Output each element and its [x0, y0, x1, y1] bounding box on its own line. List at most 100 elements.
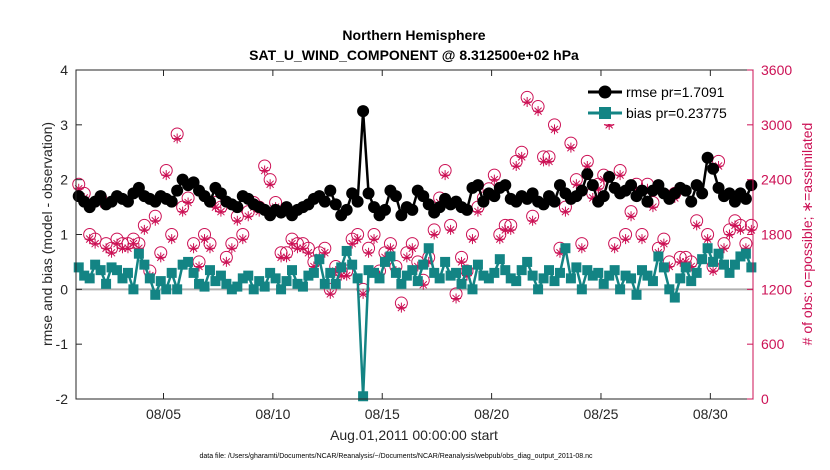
obs-assimilated-point — [204, 243, 215, 254]
obs-assimilated-point — [172, 133, 183, 144]
bias-point — [702, 243, 713, 254]
obs-assimilated-point — [412, 261, 423, 272]
obs-assimilated-point — [308, 261, 319, 272]
obs-assimilated-point — [587, 192, 598, 203]
obs-assimilated-point — [199, 234, 210, 245]
bias-point — [724, 267, 735, 278]
bias-point — [691, 267, 702, 278]
obs-assimilated-point — [292, 243, 303, 254]
obs-assimilated-point — [533, 106, 544, 117]
x-tick-label: 08/25 — [583, 406, 618, 422]
y-tick-label: -1 — [56, 336, 69, 352]
bias-point — [440, 256, 451, 267]
x-axis-label: Aug.01,2011 00:00:00 start — [330, 427, 498, 443]
obs-assimilated-point — [401, 252, 412, 263]
obs-assimilated-point — [511, 160, 522, 171]
chart-subtitle: SAT_U_WIND_COMPONENT @ 8.312500e+02 hPa — [249, 47, 579, 63]
rmse-point — [460, 203, 473, 216]
obs-assimilated-point — [582, 160, 593, 171]
rmse-point — [641, 195, 654, 208]
bias-point — [746, 262, 757, 273]
obs-assimilated-point — [166, 234, 177, 245]
x-tick-label: 08/10 — [255, 406, 290, 422]
y-tick-label: -2 — [56, 391, 69, 407]
bias-point — [199, 281, 210, 292]
y2-tick-label: 1200 — [761, 281, 792, 297]
bias-point — [210, 276, 221, 287]
bias-point — [254, 276, 265, 287]
bias-point — [188, 267, 199, 278]
bias-point — [73, 262, 84, 273]
bias-point — [669, 292, 680, 303]
obs-assimilated-point — [139, 224, 150, 235]
bias-point — [483, 273, 494, 284]
bias-point — [308, 267, 319, 278]
obs-assimilated-point — [319, 247, 330, 258]
rmse-point — [625, 179, 638, 192]
y2-axis-label: # of obs: o=possible; ∗=assimilated — [799, 123, 815, 346]
obs-assimilated-point — [609, 243, 620, 254]
y-tick-label: 0 — [60, 281, 68, 297]
obs-assimilated-point — [554, 247, 565, 258]
obs-assimilated-point — [724, 229, 735, 240]
bias-point — [505, 273, 516, 284]
y-tick-label: 1 — [60, 227, 68, 243]
bias-point — [287, 265, 298, 276]
x-tick-label: 08/30 — [693, 406, 728, 422]
bias-point — [270, 273, 281, 284]
obs-assimilated-point — [352, 234, 363, 245]
obs-assimilated-point — [500, 224, 511, 235]
obs-assimilated-point — [336, 270, 347, 281]
obs-assimilated-point — [90, 238, 101, 249]
bias-point — [620, 270, 631, 281]
obs-assimilated-point — [636, 234, 647, 245]
obs-assimilated-point — [664, 261, 675, 272]
bias-point — [117, 273, 128, 284]
bias-point — [161, 284, 172, 295]
y2-tick-label: 1800 — [761, 227, 792, 243]
bias-point — [675, 273, 686, 284]
bias-point — [686, 276, 697, 287]
obs-assimilated-point — [276, 252, 287, 263]
bias-point — [341, 245, 352, 256]
bias-point — [79, 270, 90, 281]
rmse-point — [231, 201, 244, 214]
bias-point — [396, 278, 407, 289]
bias-point — [565, 273, 576, 284]
bias-point — [352, 273, 363, 284]
rmse-point — [357, 105, 370, 118]
bias-point — [571, 262, 582, 273]
x-tick-label: 08/05 — [146, 406, 181, 422]
rmse-point — [499, 179, 512, 192]
x-tick-label: 08/15 — [365, 406, 400, 422]
bias-point — [237, 273, 248, 284]
bias-point — [374, 273, 385, 284]
bias-point — [418, 259, 429, 270]
obs-assimilated-point — [117, 243, 128, 254]
obs-assimilated-point — [73, 183, 84, 194]
bias-point — [221, 278, 232, 289]
obs-assimilated-point — [516, 151, 527, 162]
bias-point — [511, 276, 522, 287]
obs-assimilated-point — [461, 270, 472, 281]
bias-point — [155, 276, 166, 287]
y2-tick-label: 0 — [761, 391, 769, 407]
obs-assimilated-point — [297, 243, 308, 254]
bias-point — [101, 278, 112, 289]
bias-point — [636, 265, 647, 276]
bias-point — [664, 284, 675, 295]
bias-point — [587, 270, 598, 281]
bias-point — [560, 243, 571, 254]
bias-point — [369, 267, 380, 278]
x-tick-label: 08/20 — [474, 406, 509, 422]
bias-point — [434, 273, 445, 284]
bias-point — [265, 267, 276, 278]
bias-point — [363, 265, 374, 276]
rmse-point — [707, 162, 720, 175]
y-tick-label: 2 — [60, 172, 68, 188]
bias-point — [680, 262, 691, 273]
bias-point — [697, 254, 708, 265]
obs-assimilated-point — [440, 170, 451, 181]
rmse-point — [548, 195, 561, 208]
